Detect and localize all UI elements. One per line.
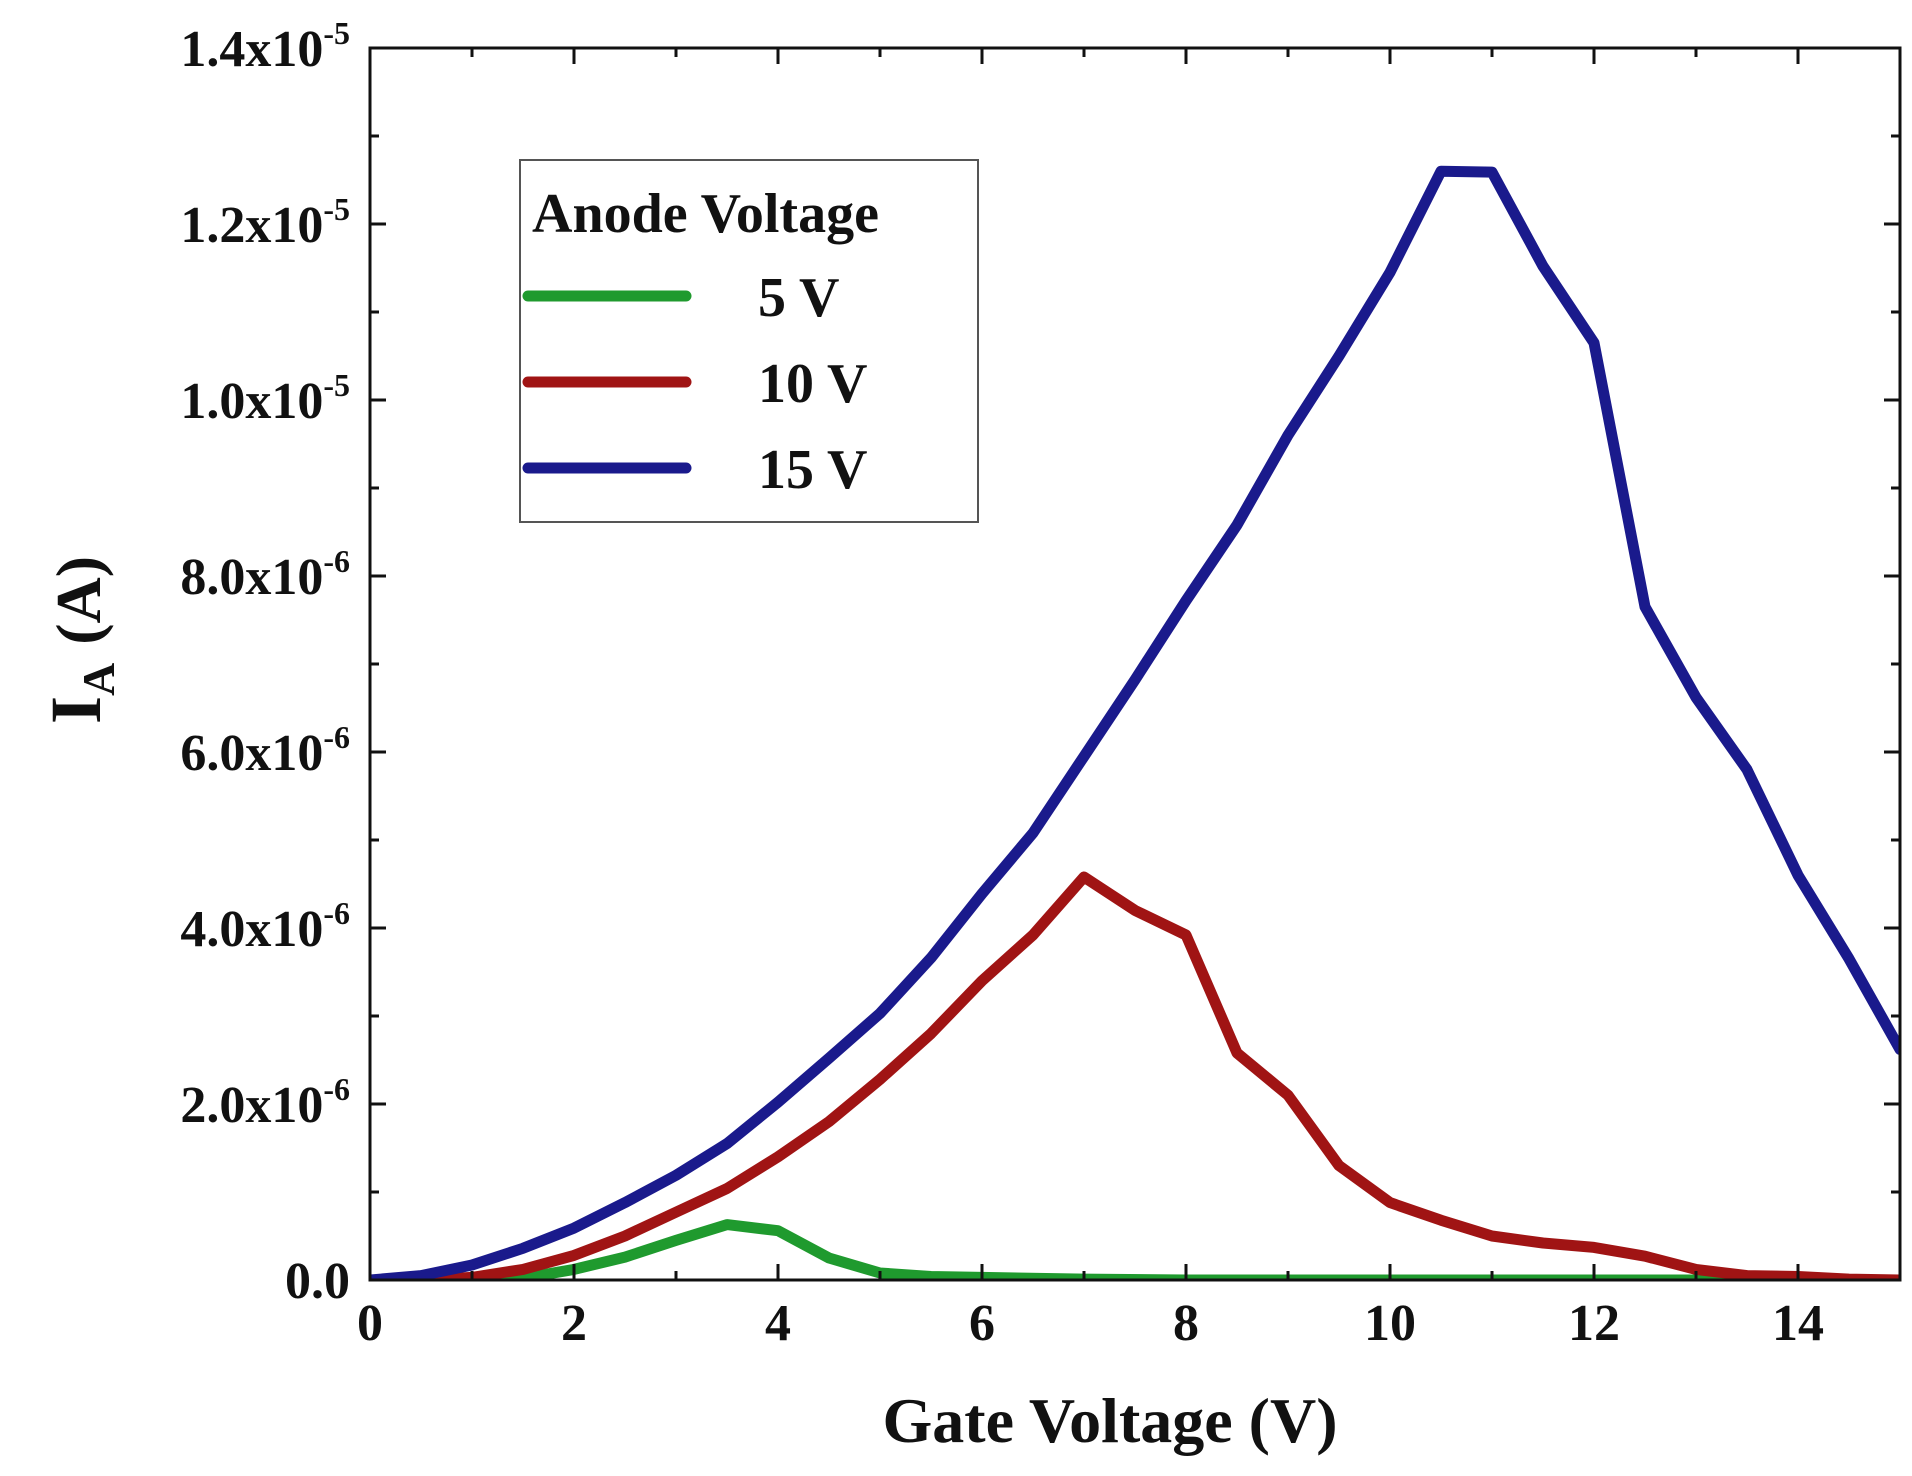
legend-label: 5 V	[758, 267, 839, 329]
y-tick-label: 0.0	[285, 1253, 350, 1310]
x-tick-label: 4	[765, 1295, 791, 1352]
series-line-5v	[370, 1219, 1900, 1280]
y-axis-title: IA (A)	[36, 556, 124, 724]
y-tick-label: 1.2x10-5	[180, 191, 350, 254]
y-axis-title-unit: (A)	[43, 556, 114, 645]
y-tick-label: 4.0x10-6	[180, 895, 350, 958]
svg-text:IA(A): IA (A)	[36, 556, 124, 724]
x-tick-label: 6	[969, 1295, 995, 1352]
plot-area: 0 2 4 6 8 10 12 14 0.0 2.0x10-6 4.0x10-6 6.0x10-6 8.…	[180, 15, 1902, 1352]
x-tick-label: 0	[357, 1295, 383, 1352]
y-tick-label: 1.4x10-5	[180, 15, 350, 78]
y-tick-label: 6.0x10-6	[180, 719, 350, 782]
x-tick-label: 2	[561, 1295, 587, 1352]
series-line-10v	[370, 871, 1900, 1280]
series-layer	[370, 165, 1900, 1280]
y-axis-title-sub: A	[73, 663, 124, 696]
tick-layer	[368, 46, 1902, 1282]
x-axis-title: Gate Voltage (V)	[882, 1385, 1337, 1456]
y-tick-label: 2.0x10-6	[180, 1071, 350, 1134]
x-tick-label: 14	[1772, 1295, 1824, 1352]
y-axis-title-main: I	[36, 696, 116, 724]
legend-entries: 5 V 10 V 15 V	[522, 267, 867, 501]
legend-label: 15 V	[758, 439, 867, 501]
y-tick-label: 8.0x10-6	[180, 543, 350, 606]
legend-label: 10 V	[758, 353, 867, 415]
tick-label-layer: 0 2 4 6 8 10 12 14 0.0 2.0x10-6 4.0x10-6 6.0x10-6 8.…	[180, 15, 1824, 1352]
legend-title: Anode Voltage	[532, 183, 879, 245]
y-tick-label: 1.0x10-5	[180, 367, 350, 430]
legend-box	[519, 159, 979, 523]
series-line-15v	[370, 165, 1900, 1280]
legend: Anode Voltage 5 V 10 V 15 V	[519, 159, 979, 523]
x-tick-label: 12	[1568, 1295, 1620, 1352]
x-tick-label: 8	[1173, 1295, 1199, 1352]
x-tick-label: 10	[1364, 1295, 1416, 1352]
